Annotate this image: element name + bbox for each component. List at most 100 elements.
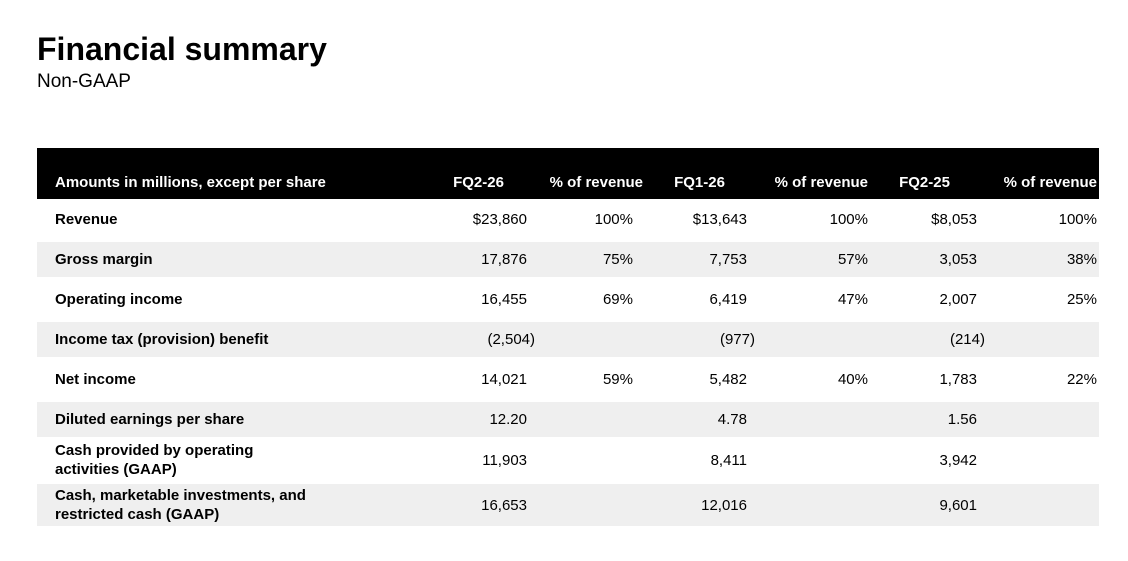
cell-value: 12.20 <box>489 411 527 428</box>
cell-value: (214) <box>949 331 985 348</box>
column-header-pct-revenue-1: % of revenue <box>532 148 645 199</box>
cell-value: 16,653 <box>481 496 527 514</box>
amount-cell: 5,482 <box>645 359 754 399</box>
column-header-pct-revenue-3: % of revenue <box>979 148 1099 199</box>
amount-cell: 12.20 <box>425 399 532 439</box>
row-label: Net income <box>37 359 425 399</box>
amount-cell: 11,903 <box>425 439 532 481</box>
amount-cell: $8,053 <box>870 199 979 239</box>
cell-value: 100% <box>829 210 868 228</box>
column-header-fq1-26: FQ1-26 <box>645 148 754 199</box>
cell-value: 6,419 <box>709 290 747 308</box>
cell-value: 5,482 <box>709 370 747 388</box>
column-header-fq2-25: FQ2-25 <box>870 148 979 199</box>
table-row: Revenue $23,860 100% $13,643 100% $8,053 100% <box>37 199 1099 239</box>
cell-value: 40% <box>837 370 868 388</box>
amount-cell: (2,504) <box>425 319 535 359</box>
table-row: Gross margin 17,876 75% 7,753 57% 3,053 38% <box>37 239 1099 279</box>
amount-cell: 14,021 <box>425 359 532 399</box>
percent-cell <box>754 439 870 481</box>
table-row: Diluted earnings per share 12.20 4.78 1.56 <box>37 399 1099 439</box>
financial-table-container: Amounts in millions, except per share FQ… <box>37 148 1099 528</box>
row-label: Operating income <box>37 279 425 319</box>
amount-cell: 16,455 <box>425 279 532 319</box>
percent-cell: 22% <box>979 359 1099 399</box>
column-header-amounts: Amounts in millions, except per share <box>37 148 425 199</box>
amount-cell: $23,860 <box>425 199 532 239</box>
percent-cell <box>754 481 870 528</box>
amount-cell: $13,643 <box>645 199 754 239</box>
amount-cell: 1,783 <box>870 359 979 399</box>
cell-value: 16,455 <box>481 290 527 308</box>
cell-value: 11,903 <box>482 451 527 469</box>
amount-cell: (214) <box>870 319 985 359</box>
amount-cell: 3,942 <box>870 439 979 481</box>
cell-value: $23,860 <box>472 210 527 228</box>
amount-cell: 6,419 <box>645 279 754 319</box>
slide-heading: Financial summary Non-GAAP <box>37 30 327 93</box>
percent-cell <box>979 439 1099 481</box>
percent-cell: 25% <box>979 279 1099 319</box>
cell-value: 12,016 <box>701 496 747 514</box>
table-row: Income tax (provision) benefit (2,504) (97… <box>37 319 1099 359</box>
page-title: Financial summary <box>37 31 327 67</box>
percent-cell: 100% <box>754 199 870 239</box>
cell-value: 8,411 <box>710 451 747 469</box>
percent-cell: 38% <box>979 239 1099 279</box>
column-header-pct-revenue-2: % of revenue <box>754 148 870 199</box>
percent-cell: 100% <box>532 199 645 239</box>
percent-cell: 59% <box>532 359 645 399</box>
amount-cell: 8,411 <box>645 439 754 481</box>
cell-value: 2,007 <box>939 290 977 308</box>
cell-value: 3,053 <box>939 251 977 268</box>
cell-value: 9,601 <box>939 496 977 514</box>
cell-value: 17,876 <box>481 251 527 268</box>
percent-cell: 100% <box>979 199 1099 239</box>
cell-value: 25% <box>1066 290 1097 308</box>
row-label: Revenue <box>37 199 425 239</box>
amount-cell: 9,601 <box>870 481 979 528</box>
cell-value: 7,753 <box>709 251 747 268</box>
row-label: Income tax (provision) benefit <box>37 319 425 359</box>
percent-cell: 69% <box>532 279 645 319</box>
row-label: Gross margin <box>37 239 425 279</box>
percent-cell: 75% <box>532 239 645 279</box>
row-label: Cash provided by operating activities (G… <box>37 439 425 481</box>
percent-cell: 47% <box>754 279 870 319</box>
cell-value: 3,942 <box>939 451 977 469</box>
cell-value: 1,783 <box>939 370 977 388</box>
percent-cell: 57% <box>754 239 870 279</box>
percent-cell <box>754 399 870 439</box>
amount-cell: 17,876 <box>425 239 532 279</box>
financial-table: Amounts in millions, except per share FQ… <box>37 148 1099 528</box>
table-row: Cash provided by operating activities (G… <box>37 439 1099 481</box>
cell-value: 69% <box>602 290 633 308</box>
percent-cell <box>979 481 1099 528</box>
amount-cell: 16,653 <box>425 481 532 528</box>
table-row: Operating income 16,455 69% 6,419 47% 2,007 25… <box>37 279 1099 319</box>
amount-cell: 7,753 <box>645 239 754 279</box>
amount-cell: 2,007 <box>870 279 979 319</box>
cell-value: 38% <box>1066 251 1097 268</box>
cell-value: 75% <box>602 251 633 268</box>
cell-value: 1.56 <box>947 411 977 428</box>
amount-cell: 4.78 <box>645 399 754 439</box>
table-body: Revenue $23,860 100% $13,643 100% $8,053 100% G… <box>37 199 1099 528</box>
percent-cell <box>532 399 645 439</box>
cell-value: $8,053 <box>931 210 977 228</box>
page-subtitle: Non-GAAP <box>37 71 131 92</box>
cell-value: 100% <box>594 210 633 228</box>
table-row: Cash, marketable investments, and restri… <box>37 481 1099 528</box>
cell-value: (977) <box>719 331 755 348</box>
cell-value: 22% <box>1066 370 1097 388</box>
percent-cell <box>532 319 645 359</box>
amount-cell: 1.56 <box>870 399 979 439</box>
percent-cell <box>532 481 645 528</box>
cell-value: 100% <box>1058 210 1097 228</box>
cell-value: 57% <box>837 251 868 268</box>
percent-cell <box>979 399 1099 439</box>
column-header-fq2-26: FQ2-26 <box>425 148 532 199</box>
percent-cell <box>754 319 870 359</box>
table-header: Amounts in millions, except per share FQ… <box>37 148 1099 199</box>
